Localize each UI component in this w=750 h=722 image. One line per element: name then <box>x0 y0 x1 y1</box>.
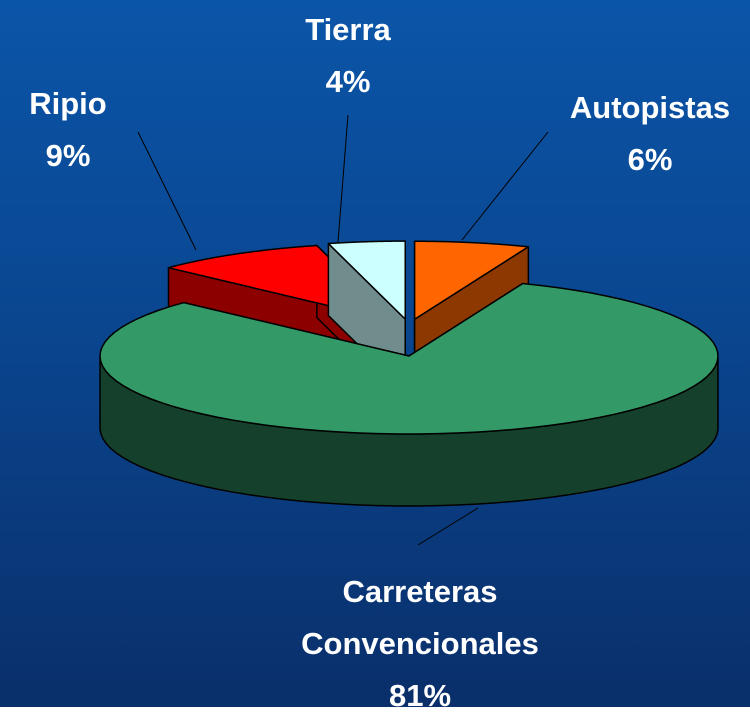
category-label: Ripio <box>29 86 107 121</box>
leader-line <box>461 131 549 241</box>
chart: Autopistas 6% Carreteras Convencionales 81%… <box>0 0 750 707</box>
slice-label: Carreteras Convencionales 81% <box>260 566 580 722</box>
category-label: Tierra <box>305 12 391 47</box>
leader-line <box>417 507 479 546</box>
pie-slice <box>99 282 719 435</box>
pie-slice <box>413 240 530 321</box>
leader-line <box>337 114 349 243</box>
category-label: Autopistas <box>569 90 731 125</box>
value-label: 4% <box>325 64 371 99</box>
pie-slice <box>327 240 406 320</box>
value-label: 81% <box>388 678 452 713</box>
category-label: Carreteras Convencionales <box>301 574 539 661</box>
slice-label: Ripio 9% <box>0 78 148 182</box>
slice-label: Autopistas 6% <box>530 82 750 186</box>
slice-label: Tierra 4% <box>268 4 428 108</box>
value-label: 9% <box>45 138 91 173</box>
value-label: 6% <box>627 142 673 177</box>
pie-plot <box>99 114 719 546</box>
leader-line <box>137 131 197 251</box>
